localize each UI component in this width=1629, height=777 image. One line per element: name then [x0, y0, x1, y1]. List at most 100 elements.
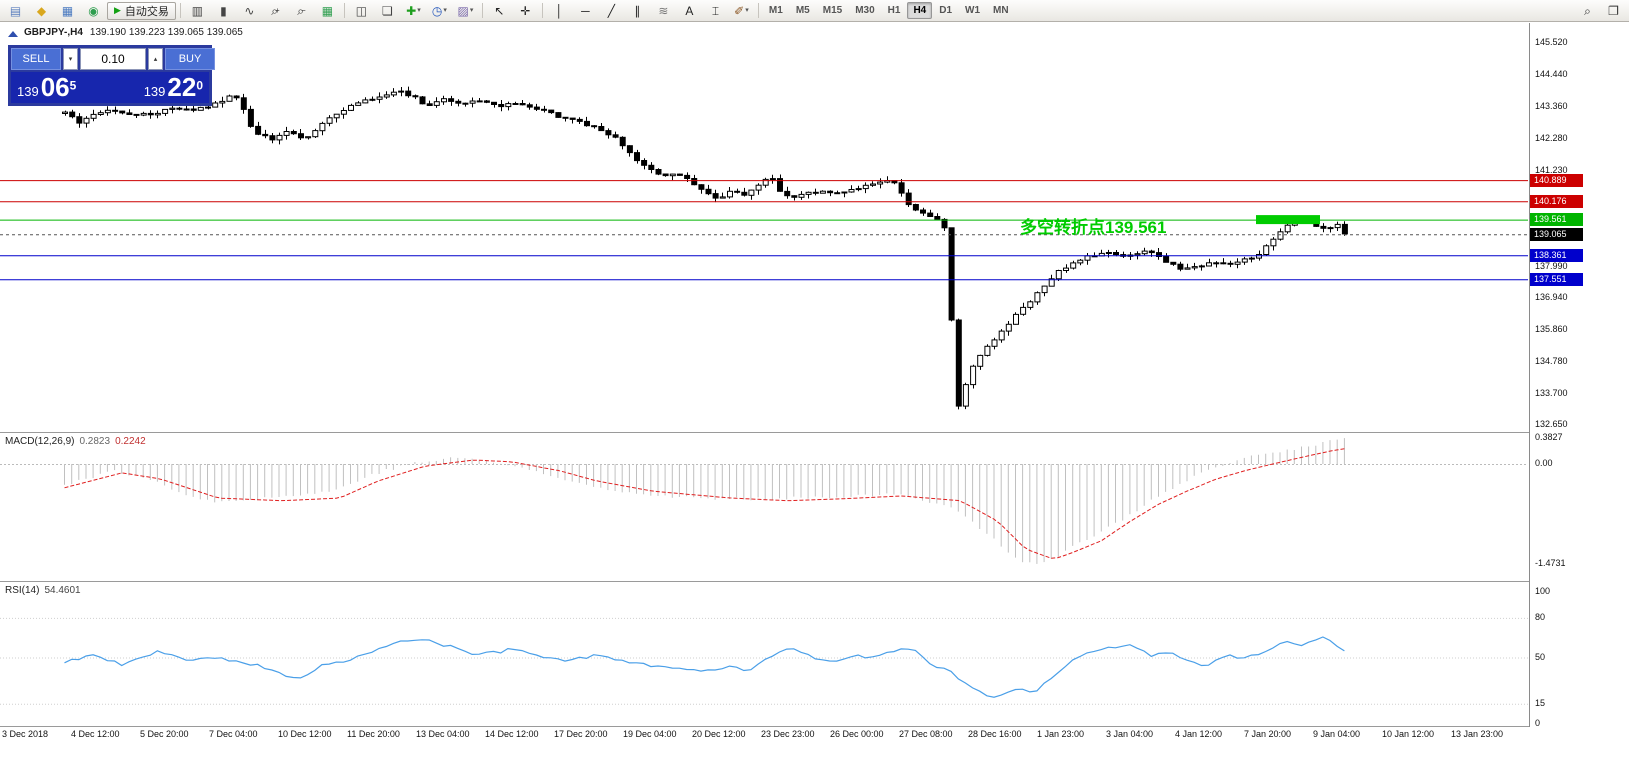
- level-price-badge: 138.361: [1530, 248, 1583, 262]
- price-tick-label: 134.780: [1535, 355, 1568, 366]
- toolbar: ▤ ◆ ▦ ◉ ▶ 自动交易 ▥ ▮ ∿ ⌕ + ⌕ − ▦ ◫ ❏ ✚ ▾ ◷ ▾ ▨ ▾ ↖ ✛ │ ─ ╱ ∥ ≋ A ⌶ ✐ ▾ M1 M5…: [0, 0, 1629, 22]
- time-axis[interactable]: 3 Dec 2018 4 Dec 12:00 5 Dec 20:00 7 Dec 04…: [0, 727, 1629, 749]
- macd-signal-value: 0.2242: [115, 436, 146, 447]
- timeframe-m5[interactable]: M5: [795, 5, 810, 16]
- chart-title: GBPJPY-,H4 139.190 139.223 139.065 139.06…: [24, 27, 243, 38]
- profiles-icon[interactable]: ▦: [55, 1, 80, 21]
- price-axis[interactable]: 145.520 144.440 143.360 142.280 141.230 137.9…: [1529, 23, 1629, 749]
- macd-histogram: [64, 438, 1345, 564]
- cascade-windows-icon-glyph: ❏: [382, 3, 393, 18]
- tile-windows-icon-glyph: ◫: [355, 3, 368, 18]
- line-chart-icon[interactable]: ∿: [237, 1, 262, 21]
- volume-input[interactable]: [80, 48, 146, 70]
- ask-sup: 0: [196, 78, 203, 93]
- arrows-icon[interactable]: ✐ ▾: [729, 1, 754, 21]
- crosshair-icon[interactable]: ✛: [513, 1, 538, 21]
- grid-icon-glyph: ▦: [321, 3, 334, 18]
- macd-main-value: 0.2823: [79, 436, 111, 447]
- text-icon-glyph: A: [685, 3, 694, 18]
- fibonacci-icon[interactable]: ≋: [651, 1, 676, 21]
- zoom-in-icon[interactable]: ⌕ +: [263, 1, 288, 21]
- timeframe-h1[interactable]: H1: [887, 5, 901, 16]
- volume-decrease-button[interactable]: ▾: [63, 48, 78, 70]
- timeframe-m15[interactable]: M15: [822, 5, 843, 16]
- level-price-badge: 137.551: [1530, 272, 1583, 286]
- text-label-icon[interactable]: ⌶: [703, 1, 728, 21]
- cascade-windows-icon[interactable]: ❏: [375, 1, 400, 21]
- timeframe-m30[interactable]: M30: [855, 5, 875, 16]
- templates-icon-glyph: ▨: [457, 3, 469, 18]
- line-chart-icon-glyph: ∿: [244, 3, 255, 18]
- panel-divider[interactable]: [0, 432, 1629, 433]
- horizontal-line-icon[interactable]: ─: [573, 1, 598, 21]
- volume-increase-button[interactable]: ▴: [148, 48, 163, 70]
- price-tick-label: 144.440: [1535, 69, 1568, 80]
- time-label: 1 Jan 23:00: [1037, 729, 1085, 739]
- zoom-out-icon-glyph: ⌕: [297, 3, 304, 18]
- rsi-axis-label: 100: [1535, 586, 1551, 596]
- oneclick-collapse-toggle[interactable]: [8, 31, 18, 37]
- bar-chart-icon[interactable]: ▥: [185, 1, 210, 21]
- panel-divider[interactable]: [0, 581, 1629, 582]
- new-order-icon[interactable]: ◆: [29, 1, 54, 21]
- annotation-text[interactable]: 多空转折点139.561: [1020, 218, 1167, 237]
- vertical-line-icon[interactable]: │: [547, 1, 572, 21]
- sell-button[interactable]: SELL: [11, 48, 61, 70]
- text-icon[interactable]: A: [677, 1, 702, 21]
- time-label: 3 Jan 04:00: [1106, 729, 1154, 739]
- turning-point-bar[interactable]: [1256, 215, 1320, 225]
- ask-price[interactable]: 139220: [144, 74, 203, 101]
- indicators-icon[interactable]: ✚ ▾: [401, 1, 426, 21]
- periods-icon[interactable]: ◷ ▾: [427, 1, 452, 21]
- time-label: 26 Dec 00:00: [830, 729, 884, 739]
- buy-button[interactable]: BUY: [165, 48, 215, 70]
- bid-price[interactable]: 139065: [17, 72, 76, 102]
- dropdown-caret-icon: ▾: [443, 7, 447, 14]
- zoom-out-icon[interactable]: ⌕ −: [289, 1, 314, 21]
- timeframe-mn[interactable]: MN: [993, 5, 1009, 16]
- templates-icon[interactable]: ▨ ▾: [453, 1, 478, 21]
- time-label: 7 Dec 04:00: [209, 729, 258, 739]
- timeframe-w1[interactable]: W1: [965, 5, 981, 16]
- dropdown-caret-icon: ▾: [745, 7, 749, 14]
- price-tick-label: 145.520: [1535, 37, 1568, 48]
- time-label: 11 Dec 20:00: [347, 729, 400, 739]
- search-icon[interactable]: ⌕: [1575, 1, 1600, 21]
- time-label: 10 Jan 12:00: [1382, 729, 1435, 739]
- fibonacci-icon-glyph: ≋: [658, 3, 669, 18]
- timeframe-m1[interactable]: M1: [768, 5, 783, 16]
- panel-divider[interactable]: [0, 726, 1629, 727]
- cursor-icon[interactable]: ↖: [487, 1, 512, 21]
- horizontal-level-lines[interactable]: [0, 180, 1528, 281]
- rsi-name: RSI(14): [5, 585, 40, 596]
- macd-label: MACD(12,26,9) 0.2823 0.2242: [5, 436, 146, 447]
- current-price-badge: 139.065: [1530, 227, 1583, 241]
- autotrading-button[interactable]: ▶ 自动交易: [107, 1, 176, 20]
- time-label: 19 Dec 04:00: [623, 729, 677, 739]
- layout-icon[interactable]: ❐: [1601, 1, 1626, 21]
- time-label: 28 Dec 16:00: [968, 729, 1022, 739]
- time-label: 14 Dec 12:00: [485, 729, 539, 739]
- window-icon[interactable]: ▤: [3, 1, 28, 21]
- timeframe-h4[interactable]: H4: [907, 2, 933, 19]
- candlestick-chart-icon-glyph: ▮: [220, 3, 227, 18]
- tile-windows-icon[interactable]: ◫: [349, 1, 374, 21]
- periods-icon-glyph: ◷: [431, 3, 443, 18]
- equidistant-channel-icon[interactable]: ∥: [625, 1, 650, 21]
- rsi-line: [64, 636, 1345, 698]
- rsi-axis-label: 50: [1535, 652, 1546, 662]
- level-price-badge: 139.561: [1530, 213, 1583, 227]
- metaeditor-icon[interactable]: ◉: [81, 1, 106, 21]
- grid-icon[interactable]: ▦: [315, 1, 340, 21]
- bid-big: 06: [40, 72, 70, 102]
- autotrading-button-label: 自动交易: [124, 5, 169, 18]
- timeframe-d1[interactable]: D1: [939, 5, 953, 16]
- price-tick-label: 133.700: [1535, 388, 1568, 398]
- macd-signal-line: [64, 448, 1345, 559]
- candlestick-chart-icon[interactable]: ▮: [211, 1, 236, 21]
- trendline-icon[interactable]: ╱: [599, 1, 624, 21]
- time-label: 13 Dec 04:00: [416, 729, 470, 739]
- time-label: 23 Dec 23:00: [761, 729, 815, 739]
- trendline-icon-glyph: ╱: [607, 3, 616, 18]
